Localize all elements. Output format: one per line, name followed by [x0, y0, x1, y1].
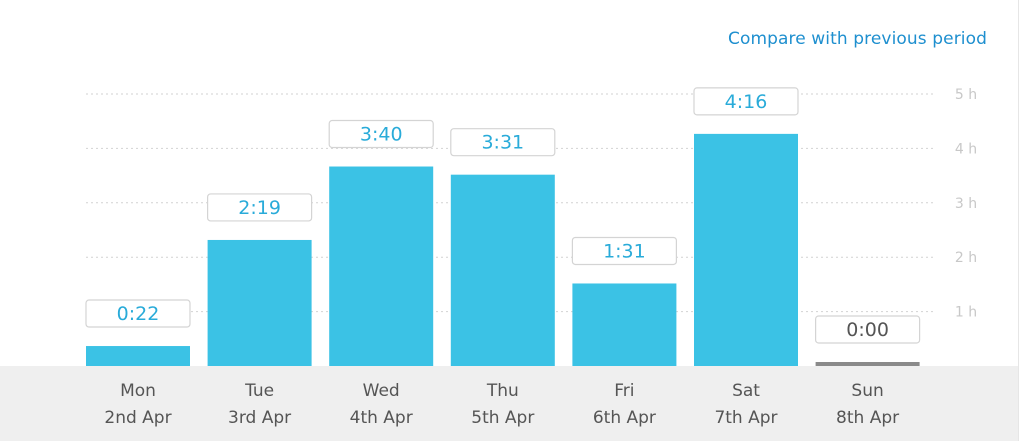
day-name: Mon — [120, 381, 156, 401]
day-date: 2nd Apr — [104, 408, 172, 428]
day-date: 7th Apr — [714, 408, 778, 428]
value-pill — [450, 128, 556, 157]
y-tick-label: 1 h — [955, 305, 977, 321]
value-pill — [693, 87, 799, 116]
day-name: Wed — [362, 381, 400, 401]
value-pill — [328, 119, 434, 149]
data-label: 4:16 — [725, 91, 768, 113]
x-tick-label: Sat 7th Apr — [681, 378, 811, 432]
bar-zero — [815, 362, 920, 366]
x-tick-label: Fri 6th Apr — [559, 378, 689, 432]
y-tick-label: 3 h — [955, 196, 977, 212]
data-label: 2:19 — [238, 197, 281, 219]
data-label: 3:31 — [481, 132, 524, 154]
x-tick-label: Sun 8th Apr — [803, 378, 933, 432]
day-date: 4th Apr — [349, 408, 413, 428]
bar — [450, 174, 555, 366]
bar — [207, 239, 312, 366]
value-pill — [814, 315, 921, 344]
x-tick-label: Wed 4th Apr — [316, 378, 446, 432]
x-tick-label: Tue 3rd Apr — [195, 378, 325, 432]
x-tick-label: Mon 2nd Apr — [73, 378, 203, 432]
y-tick-label: 5 h — [955, 87, 977, 103]
data-label: 1:31 — [603, 240, 646, 262]
day-name: Thu — [486, 381, 519, 401]
day-date: 3rd Apr — [228, 408, 292, 428]
data-label: 0:22 — [117, 303, 160, 325]
day-date: 8th Apr — [836, 408, 900, 428]
day-date: 6th Apr — [592, 408, 656, 428]
compare-previous-period-link[interactable]: Compare with previous period — [727, 29, 987, 49]
data-label: 3:40 — [360, 124, 403, 146]
day-name: Fri — [614, 381, 635, 401]
day-date: 5th Apr — [471, 408, 535, 428]
y-tick-label: 2 h — [955, 250, 977, 266]
y-tick-label: 4 h — [955, 141, 977, 157]
bar — [572, 283, 677, 366]
bar — [329, 166, 434, 366]
value-pill — [207, 193, 313, 222]
x-tick-label: Thu 5th Apr — [438, 378, 568, 432]
value-pill — [85, 299, 191, 328]
bar — [694, 133, 798, 366]
data-label: 0:00 — [846, 319, 889, 341]
bar — [86, 346, 190, 366]
value-pill — [571, 236, 678, 266]
day-name: Sat — [732, 381, 760, 401]
day-labels-band — [0, 366, 1018, 441]
day-name: Tue — [245, 381, 275, 401]
day-name: Sun — [851, 381, 884, 401]
